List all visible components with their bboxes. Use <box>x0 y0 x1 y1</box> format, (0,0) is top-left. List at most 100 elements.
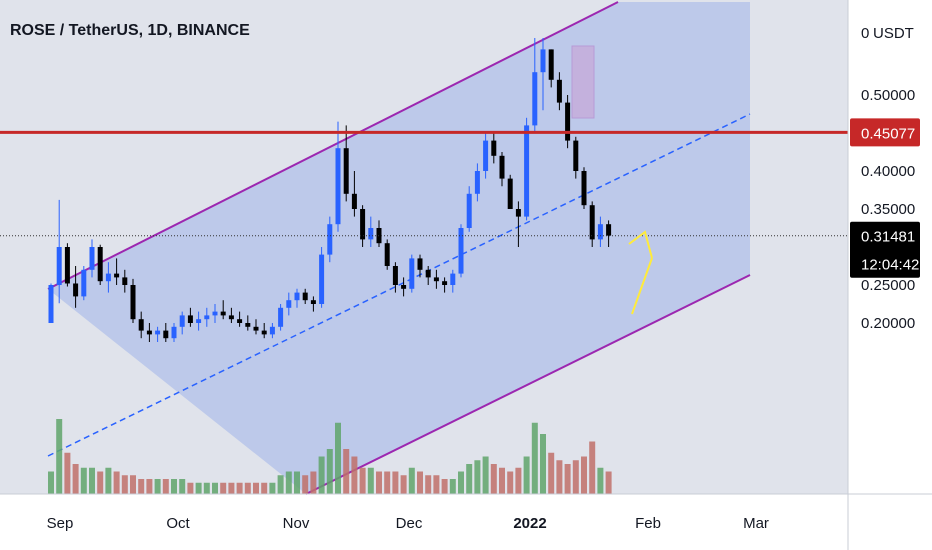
candle-body <box>368 228 374 240</box>
candle-body <box>417 258 423 270</box>
candle-body <box>294 292 300 301</box>
candle-body <box>89 247 95 270</box>
volume-bar <box>335 422 341 494</box>
volume-bar <box>261 482 268 494</box>
candle-body <box>310 300 316 304</box>
price-tick-label: 0.20000 <box>861 315 915 332</box>
volume-bar <box>310 471 317 494</box>
candle-body <box>343 148 349 194</box>
volume-bar <box>482 456 489 494</box>
candle-body <box>253 326 259 331</box>
time-tick-label: Nov <box>283 515 310 532</box>
volume-bar <box>597 467 604 494</box>
price-axis[interactable]: 0 USDT 0.50000 0.40000 0.35000 0.25000 0.200… <box>861 25 915 332</box>
volume-bar <box>244 482 251 494</box>
volume-bar <box>56 419 63 494</box>
price-tick-label: 0.25000 <box>861 277 915 294</box>
candle-body <box>269 326 275 335</box>
candle-body <box>64 247 70 284</box>
volume-bar <box>113 471 120 494</box>
volume-bar <box>351 456 358 494</box>
price-tick-label: 0.35000 <box>861 201 915 218</box>
volume-bar <box>253 482 259 494</box>
volume-bar <box>408 467 415 494</box>
candle-body <box>245 323 251 327</box>
candle-body <box>515 209 521 217</box>
resistance-price-label: 0.45077 <box>861 125 915 142</box>
candle-body <box>392 266 398 285</box>
time-tick-label: Sep <box>47 515 74 532</box>
yellow-arrow-head <box>628 230 653 259</box>
candle-body <box>556 79 562 103</box>
time-tick-label: 2022 <box>513 515 546 532</box>
volume-bar <box>195 482 202 494</box>
candle-body <box>73 283 79 297</box>
candle-body <box>360 209 366 240</box>
volume-bar <box>564 464 571 494</box>
candle-body <box>335 148 341 225</box>
chart-overlays <box>0 45 848 315</box>
volume-bar <box>466 464 473 494</box>
volume-bar <box>326 449 333 494</box>
volume-bar <box>400 475 407 494</box>
candle-body <box>187 315 193 323</box>
volume-bar <box>64 452 71 494</box>
yellow-arrow-shaft <box>631 257 653 315</box>
volume-bar <box>392 471 399 494</box>
volume-bars <box>48 419 612 494</box>
candle-body <box>130 285 136 320</box>
volume-bar <box>474 460 481 494</box>
candle-body <box>212 311 218 316</box>
time-tick-label: Oct <box>166 515 190 532</box>
candle-body <box>524 125 530 217</box>
last-price-label: 0.31481 <box>861 229 915 246</box>
price-tick-label: 0.40000 <box>861 163 915 180</box>
candle-body <box>491 140 497 156</box>
candle-body <box>146 330 152 335</box>
volume-bar <box>228 482 235 494</box>
volume-bar <box>89 467 95 494</box>
candle-body <box>56 247 62 285</box>
volume-bar <box>203 482 210 494</box>
channel-midline <box>47 113 751 457</box>
parallel-channel[interactable] <box>47 1 751 495</box>
volume-bar <box>162 479 169 494</box>
volume-bar <box>48 471 54 494</box>
volume-bar <box>572 460 579 494</box>
candle-body <box>565 102 571 141</box>
candle-body <box>384 243 390 266</box>
volume-bar <box>236 482 243 494</box>
candle-body <box>81 269 87 297</box>
price-axis-top-partial-label: 0 <box>861 25 869 42</box>
candle-body <box>483 140 489 171</box>
volume-bar <box>212 482 218 494</box>
volume-bar <box>556 460 563 494</box>
highlight-box <box>571 45 595 119</box>
volume-bar <box>425 475 432 494</box>
volume-bar <box>458 471 464 494</box>
candle-body <box>278 307 284 327</box>
candle-body <box>196 319 202 323</box>
last-price-box <box>850 221 920 278</box>
volume-bar <box>269 482 276 494</box>
candle-body <box>597 224 603 240</box>
candle-body <box>105 273 111 282</box>
volume-bar <box>515 467 522 494</box>
volume-bar <box>146 479 153 494</box>
candle-body <box>122 277 128 285</box>
volume-bar <box>343 449 350 494</box>
candle-body <box>351 193 357 209</box>
volume-bar <box>277 475 284 494</box>
chart-title: ROSE / TetherUS, 1D, BINANCE <box>10 22 250 39</box>
time-axis[interactable]: Sep Oct Nov Dec 2022 Feb Mar <box>47 515 769 532</box>
volume-bar <box>548 452 555 494</box>
volume-bar <box>154 479 161 494</box>
candle-body <box>155 330 161 335</box>
candle-body <box>573 140 579 171</box>
candle-body <box>97 247 103 282</box>
candle-body <box>327 224 333 255</box>
volume-bar <box>507 471 514 494</box>
volume-bar <box>80 467 87 494</box>
